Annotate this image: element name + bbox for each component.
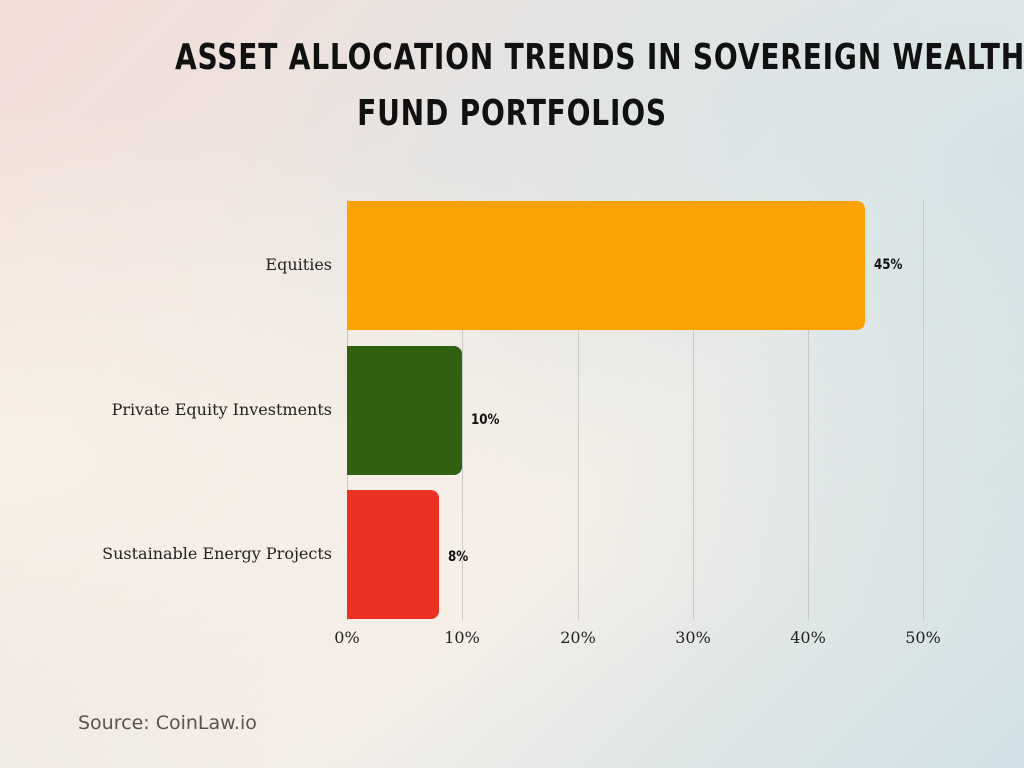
x-tick-40: 40%: [790, 628, 826, 647]
category-label-sustainable-energy: Sustainable Energy Projects: [102, 544, 332, 563]
chart-title-line-1: Asset Allocation Trends in Sovereign Wea…: [175, 37, 1024, 78]
x-tick-30: 30%: [675, 628, 711, 647]
x-tick-20: 20%: [560, 628, 596, 647]
x-tick-0: 0%: [334, 628, 360, 647]
category-label-private-equity: Private Equity Investments: [111, 400, 332, 419]
source-note: Source: CoinLaw.io: [78, 712, 257, 734]
value-label-equities: 45%: [874, 257, 903, 273]
chart-title: Asset Allocation Trends in Sovereign Wea…: [175, 30, 1024, 142]
bar-sustainable-energy: [347, 490, 439, 619]
x-tick-10: 10%: [444, 628, 480, 647]
bar-equities: [347, 201, 865, 330]
gridline-10: [462, 200, 463, 620]
value-label-sustainable-energy: 8%: [448, 549, 469, 565]
gridline-30: [693, 200, 694, 620]
chart-title-line-2: Fund Portfolios: [357, 93, 667, 134]
bar-private-equity: [347, 346, 462, 475]
category-label-equities: Equities: [265, 255, 332, 274]
plot-area: 45% 10% 8%: [347, 200, 924, 620]
gridline-50: [923, 200, 924, 620]
x-tick-50: 50%: [905, 628, 941, 647]
value-label-private-equity: 10%: [471, 412, 500, 428]
gridline-40: [808, 200, 809, 620]
gridline-20: [578, 200, 579, 620]
